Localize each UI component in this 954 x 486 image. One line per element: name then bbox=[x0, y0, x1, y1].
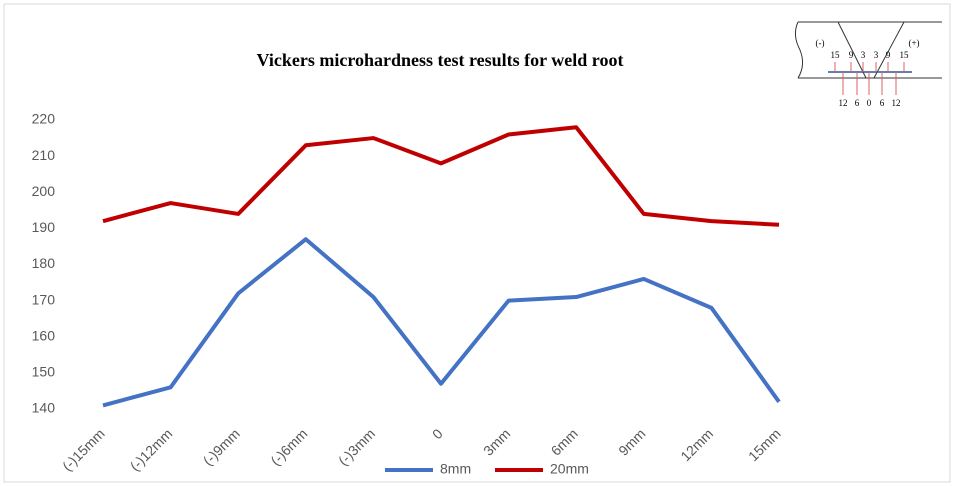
y-tick-label: 180 bbox=[32, 255, 56, 271]
inset-bottom-number: 12 bbox=[892, 98, 901, 108]
y-tick-label: 140 bbox=[32, 400, 56, 416]
x-tick-label: (-)3mm bbox=[335, 425, 378, 468]
inset-top-number: 9 bbox=[886, 50, 891, 60]
y-tick-label: 220 bbox=[32, 111, 56, 127]
inset-top-number: 15 bbox=[831, 50, 841, 60]
y-tick-label: 150 bbox=[32, 364, 56, 380]
y-tick-label: 210 bbox=[32, 147, 56, 163]
legend-label: 20mm bbox=[550, 461, 589, 477]
inset-bottom-number: 12 bbox=[839, 98, 848, 108]
inset-bottom-number: 6 bbox=[880, 98, 885, 108]
series-line bbox=[102, 125, 780, 227]
inset-right-label: (+) bbox=[908, 38, 919, 48]
y-tick-label: 160 bbox=[32, 327, 56, 343]
inset-top-number: 3 bbox=[874, 50, 879, 60]
inset-bottom-number: 6 bbox=[855, 98, 860, 108]
y-tick-label: 170 bbox=[32, 291, 56, 307]
x-tick-label: 6mm bbox=[548, 425, 581, 458]
measure-ticks bbox=[834, 62, 905, 95]
chart-title: Vickers microhardness test results for w… bbox=[257, 50, 624, 70]
chart-border bbox=[3, 3, 951, 483]
legend-label: 8mm bbox=[440, 461, 471, 477]
inset-top-number: 9 bbox=[849, 50, 854, 60]
x-tick-label: (-)15mm bbox=[59, 425, 108, 474]
inset-top-number: 3 bbox=[861, 50, 866, 60]
y-tick-label: 190 bbox=[32, 219, 56, 235]
x-tick-label: 0 bbox=[429, 425, 446, 442]
inset-top-number: 15 bbox=[900, 50, 910, 60]
x-tick-label: 9mm bbox=[615, 425, 648, 458]
series-line bbox=[102, 237, 781, 408]
x-tick-label: 3mm bbox=[480, 425, 513, 458]
inset-bottom-number: 0 bbox=[867, 98, 872, 108]
x-tick-label: (-)6mm bbox=[267, 425, 310, 468]
x-tick-label: (-)9mm bbox=[200, 425, 243, 468]
y-tick-label: 200 bbox=[32, 183, 56, 199]
x-tick-label: (-)12mm bbox=[127, 425, 176, 474]
x-tick-label: 12mm bbox=[677, 425, 716, 464]
inset-left-label: (-) bbox=[816, 38, 825, 48]
inset-background bbox=[790, 12, 948, 116]
x-tick-label: 15mm bbox=[745, 425, 784, 464]
plate-edge bbox=[794, 21, 804, 79]
weld-groove bbox=[837, 21, 905, 79]
